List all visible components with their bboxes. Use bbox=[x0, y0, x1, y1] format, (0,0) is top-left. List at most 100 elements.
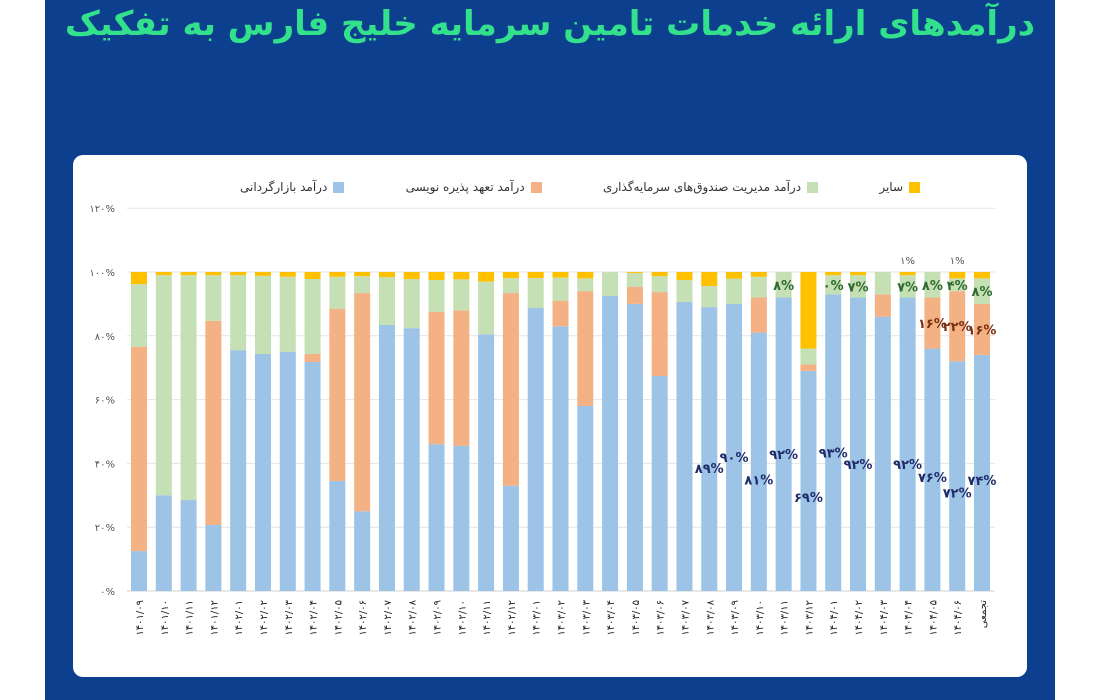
bar-segment bbox=[205, 320, 222, 525]
bar-segment bbox=[577, 291, 594, 406]
data-label: ۷۲% bbox=[943, 487, 972, 502]
x-tick-label: ۱۴۰۴/۰۳ bbox=[879, 599, 890, 635]
data-label: ۱۶% bbox=[918, 317, 947, 332]
data-label: ۶۹% bbox=[794, 491, 823, 506]
bar-segment bbox=[874, 294, 891, 317]
bar-segment bbox=[329, 272, 346, 277]
bar-segment bbox=[329, 276, 346, 309]
bar-segment bbox=[626, 272, 643, 273]
x-tick-label: ۱۴۰۳/۰۶ bbox=[656, 600, 667, 636]
y-tick-label: ۱۰۰% bbox=[89, 268, 115, 279]
data-label: ۹۰% bbox=[720, 451, 749, 466]
bar-segment bbox=[626, 286, 643, 304]
bar-segment bbox=[502, 293, 519, 486]
bar-segment bbox=[155, 272, 172, 276]
bar-segment bbox=[354, 511, 371, 591]
x-tick-label: ۱۴۰۲/۰۳ bbox=[284, 599, 295, 635]
bar-segment bbox=[403, 272, 420, 280]
x-tick-label: ۱۴۰۱/۱۰ bbox=[160, 600, 171, 636]
bar-segment bbox=[131, 272, 147, 285]
data-label: ۸% bbox=[773, 279, 794, 294]
bar-segment bbox=[478, 272, 495, 282]
x-tick-label: ۱۴۰۱/۱۱ bbox=[185, 600, 196, 636]
x-tick-label: ۱۴۰۲/۰۱ bbox=[234, 600, 245, 636]
bar-segment bbox=[428, 444, 445, 591]
bar-segment bbox=[552, 277, 569, 301]
bar-segment bbox=[180, 500, 197, 591]
y-tick-label: ۸۰% bbox=[95, 332, 115, 343]
legend-item-underwriting: درآمد تعهد پذیره نویسی bbox=[406, 180, 542, 194]
y-tick-label: ۲۰% bbox=[95, 523, 115, 534]
bar-segment bbox=[577, 405, 594, 591]
bar-segment bbox=[205, 524, 222, 591]
bar-segment bbox=[676, 272, 693, 280]
bar-segment bbox=[577, 272, 594, 279]
bar-segment bbox=[502, 485, 519, 591]
bar-segment bbox=[800, 272, 817, 349]
bar-segment bbox=[949, 278, 966, 292]
data-label: ۸% bbox=[972, 285, 993, 300]
legend-label: درآمد مدیریت صندوق‌های سرمایه‌گذاری bbox=[602, 180, 802, 194]
legend-swatch bbox=[530, 181, 542, 193]
bar-segment bbox=[304, 279, 321, 354]
y-tick-label: ۱۲۰% bbox=[89, 204, 115, 215]
bar-segment bbox=[155, 495, 172, 591]
x-tick-label: ۱۴۰۳/۰۸ bbox=[705, 599, 716, 635]
x-tick-label: ۱۴۰۳/۰۷ bbox=[680, 599, 691, 635]
bar-segment bbox=[676, 279, 693, 302]
x-tick-label: ۱۴۰۲/۰۵ bbox=[333, 600, 344, 636]
bar-segment bbox=[825, 275, 842, 295]
bar-segment bbox=[874, 272, 891, 295]
bar-segment bbox=[577, 278, 594, 292]
bar-segment bbox=[378, 324, 395, 591]
bar-segment bbox=[205, 272, 222, 276]
data-label: ۱% bbox=[900, 256, 915, 267]
bar-segment bbox=[131, 284, 147, 347]
bar-segment bbox=[230, 275, 247, 351]
bar-segment bbox=[800, 348, 817, 365]
bar-segment bbox=[974, 272, 990, 279]
bar-segment bbox=[428, 311, 445, 445]
data-label: ۸۹% bbox=[695, 462, 724, 477]
x-tick-label: ۱۴۰۲/۰۷ bbox=[383, 599, 394, 635]
bar-segment bbox=[775, 297, 792, 591]
bar-segment bbox=[378, 272, 395, 278]
x-tick-label: ۱۴۰۴/۰۲ bbox=[854, 600, 865, 636]
bar-segment bbox=[949, 272, 966, 279]
bar-segment bbox=[453, 445, 470, 591]
bar-segment bbox=[899, 297, 916, 591]
bar-segment bbox=[974, 354, 990, 591]
bar-segment bbox=[354, 293, 371, 512]
bar-segment bbox=[676, 301, 693, 591]
x-tick-label: ۱۴۰۳/۰۳ bbox=[581, 599, 592, 635]
x-tick-label: ۱۴۰۲/۰۶ bbox=[358, 600, 369, 636]
data-label: ۷% bbox=[848, 280, 869, 295]
bar-segment bbox=[602, 295, 619, 591]
data-label: ۹۳% bbox=[819, 446, 848, 461]
bar-segment bbox=[701, 307, 718, 591]
bar-segment bbox=[726, 272, 743, 279]
data-label: ۱۶% bbox=[968, 323, 997, 338]
bar-segment bbox=[726, 303, 743, 591]
data-label: ۹۲% bbox=[893, 458, 922, 473]
legend-item-market-making: درآمد بازارگردانی bbox=[240, 180, 345, 194]
legend-label: درآمد بازارگردانی bbox=[240, 180, 328, 194]
bar-segment bbox=[131, 346, 147, 552]
x-tick-label: ۱۴۰۲/۱۱ bbox=[482, 600, 493, 636]
bar-segment bbox=[924, 297, 941, 349]
bar-segment bbox=[403, 328, 420, 591]
bar-segment bbox=[651, 375, 668, 591]
bar-segment bbox=[552, 300, 569, 327]
legend-item-other: سایر bbox=[879, 180, 920, 194]
bar-segment bbox=[478, 334, 495, 591]
x-tick-label: ۱۴۰۳/۰۲ bbox=[557, 600, 568, 636]
x-tick-label: ۱۴۰۴/۰۶ bbox=[953, 600, 964, 636]
x-tick-label: ۱۴۰۳/۱۲ bbox=[804, 600, 815, 636]
x-tick-label: ۱۴۰۴/۰۴ bbox=[904, 600, 915, 636]
bar-segment bbox=[304, 361, 321, 591]
bar-segment bbox=[726, 278, 743, 304]
legend-item-funds: درآمد مدیریت صندوق‌های سرمایه‌گذاری bbox=[602, 180, 819, 194]
x-tick-label: ۱۴۰۲/۰۴ bbox=[309, 600, 320, 636]
bar-segment bbox=[750, 332, 767, 591]
y-tick-label: ۶۰% bbox=[95, 396, 115, 407]
